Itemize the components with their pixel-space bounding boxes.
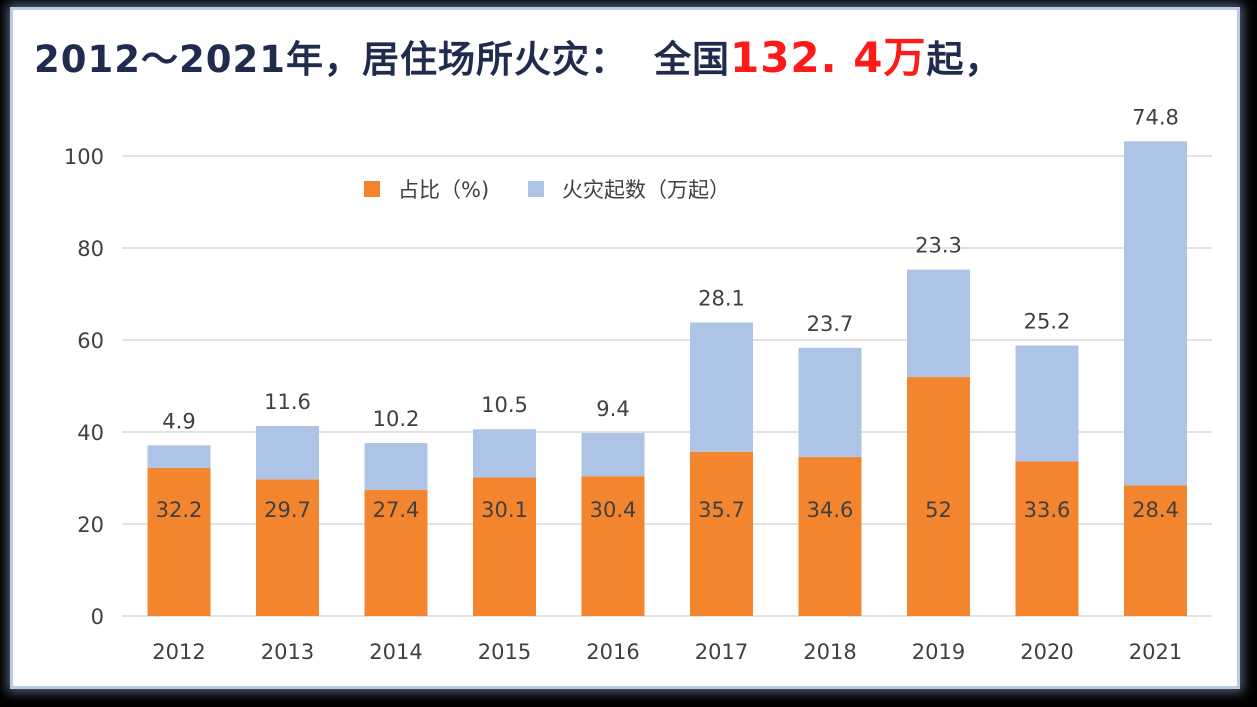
bars: 32.2 4.9 29.7 11.6 27.4 10.2 30.1 10.5 30.4 9.4 35… (147, 105, 1187, 616)
data-label-ratio: 30.1 (481, 498, 528, 522)
bar-fires (690, 322, 753, 452)
title-middle: 全国 (653, 38, 730, 81)
data-label-fires: 4.9 (162, 409, 195, 433)
y-tick-label: 20 (77, 513, 104, 537)
y-tick-label: 60 (77, 329, 104, 353)
data-label-fires: 11.6 (264, 390, 311, 414)
bar-ratio (1015, 461, 1079, 616)
data-label-ratio: 32.2 (156, 498, 203, 522)
x-tick-label: 2021 (1129, 640, 1182, 664)
x-tick-label: 2015 (478, 640, 531, 664)
bar-ratio (364, 489, 428, 616)
bar-fires (581, 432, 645, 477)
bar-ratio (798, 456, 862, 616)
legend-swatch-ratio (364, 181, 380, 197)
bar-fires (256, 426, 319, 480)
data-label-ratio: 27.4 (373, 498, 420, 522)
data-label-fires: 25.2 (1024, 310, 1071, 334)
x-tick-label: 2013 (261, 640, 314, 664)
bar-ratio (581, 476, 645, 616)
chart-title: 2012～2021年，居住场所火灾： 全国132. 4万起， (34, 24, 1002, 85)
bar-fires (1015, 345, 1079, 462)
y-tick-label: 100 (64, 145, 104, 169)
x-tick-label: 2017 (695, 640, 748, 664)
bar-ratio (1124, 485, 1187, 616)
data-label-fires: 10.2 (373, 407, 420, 431)
bar-ratio (256, 479, 319, 616)
data-label-ratio: 34.6 (807, 498, 854, 522)
bar-ratio (473, 477, 536, 616)
bar-fires (364, 443, 428, 490)
data-label-ratio: 52 (925, 498, 952, 522)
legend-label-ratio: 占比（%) (398, 178, 489, 202)
y-tick-label: 0 (91, 605, 104, 629)
bar-ratio (690, 451, 753, 616)
data-label-fires: 23.3 (915, 234, 962, 258)
data-label-ratio: 29.7 (264, 498, 311, 522)
x-tick-label: 2020 (1020, 640, 1073, 664)
x-tick-label: 2014 (369, 640, 422, 664)
y-tick-label: 40 (77, 421, 104, 445)
data-label-fires: 74.8 (1132, 105, 1179, 129)
x-axis-labels: 2012 2013 2014 2015 2016 2017 2018 2019 2020 2021 (152, 640, 1182, 664)
data-label-fires: 9.4 (596, 397, 629, 421)
data-label-fires: 28.1 (698, 287, 745, 311)
data-label-ratio: 28.4 (1132, 498, 1179, 522)
bar-fires (907, 269, 970, 377)
bar-fires (473, 429, 536, 478)
bar-ratio (147, 467, 211, 616)
bar-fires (798, 347, 862, 457)
title-highlight: 132. 4万 (729, 33, 927, 82)
x-tick-label: 2012 (152, 640, 205, 664)
data-label-ratio: 35.7 (698, 498, 745, 522)
legend-label-fires: 火灾起数（万起） (562, 178, 730, 202)
x-tick-label: 2019 (912, 640, 965, 664)
title-suffix: 起， (926, 38, 1003, 81)
legend: 占比（%) 火灾起数（万起） (364, 178, 730, 202)
x-tick-label: 2016 (586, 640, 639, 664)
data-label-ratio: 33.6 (1024, 498, 1071, 522)
y-axis-ticks: 0 20 40 60 80 100 (64, 145, 104, 629)
bar-ratio (907, 376, 970, 616)
y-tick-label: 80 (77, 237, 104, 261)
title-prefix: 2012～2021年，居住场所火灾： (34, 38, 628, 81)
legend-swatch-fires (528, 181, 544, 197)
data-label-fires: 23.7 (807, 312, 854, 336)
data-label-ratio: 30.4 (590, 498, 637, 522)
data-label-fires: 10.5 (481, 393, 528, 417)
bar-fires (147, 445, 211, 468)
x-tick-label: 2018 (803, 640, 856, 664)
bar-fires (1124, 141, 1187, 486)
